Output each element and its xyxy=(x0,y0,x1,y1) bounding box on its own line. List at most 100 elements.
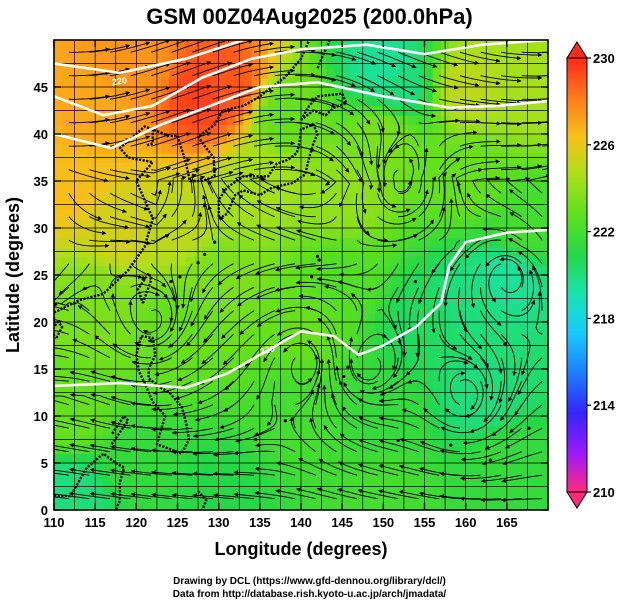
field-cell xyxy=(301,218,310,229)
streamline xyxy=(336,75,376,92)
streamline xyxy=(509,212,543,241)
field-cell xyxy=(54,96,63,107)
island xyxy=(396,438,400,443)
streamline xyxy=(521,51,548,54)
field-cell xyxy=(309,500,319,510)
streamline xyxy=(396,263,420,304)
streamline xyxy=(89,114,131,124)
field-cell xyxy=(218,463,228,473)
field-cell xyxy=(54,265,63,276)
island xyxy=(527,426,531,430)
field-cell xyxy=(449,49,459,60)
field-cell xyxy=(169,275,179,285)
field-cell xyxy=(218,77,228,88)
field-cell xyxy=(333,359,343,370)
field-cell xyxy=(54,303,63,314)
field-cell xyxy=(301,115,310,126)
field-cell xyxy=(383,378,393,389)
field-cell xyxy=(103,416,113,426)
streamline xyxy=(256,357,276,400)
streamline xyxy=(459,159,501,171)
field-cell xyxy=(185,124,195,135)
field-cell xyxy=(95,115,104,126)
field-cell xyxy=(259,134,269,144)
field-cell xyxy=(490,124,500,135)
streamline xyxy=(171,175,187,217)
field-cell xyxy=(333,134,343,144)
field-cell xyxy=(333,444,343,455)
field-cell xyxy=(424,40,434,50)
field-cell xyxy=(432,256,442,267)
field-cell xyxy=(62,218,72,229)
streamline xyxy=(480,287,502,326)
field-cell xyxy=(226,256,236,267)
y-tick-label: 25 xyxy=(34,268,48,283)
field-cell xyxy=(169,237,179,248)
streamline xyxy=(254,490,296,500)
field-cell xyxy=(449,40,459,50)
field-cell xyxy=(432,331,442,342)
field-cell xyxy=(531,77,541,88)
field-cell xyxy=(226,124,236,135)
field-cell xyxy=(506,77,516,88)
field-cell xyxy=(259,209,269,220)
streamline xyxy=(68,94,110,100)
field-cell xyxy=(539,77,548,88)
field-cell xyxy=(342,425,351,436)
field-cell xyxy=(251,124,261,135)
field-cell xyxy=(416,77,426,88)
field-cell xyxy=(177,228,187,238)
field-cell xyxy=(119,275,129,285)
field-cell xyxy=(465,209,475,220)
field-cell xyxy=(128,143,137,154)
field-cell xyxy=(161,228,170,238)
field-cell xyxy=(309,444,319,455)
field-cell xyxy=(243,77,253,88)
streamline xyxy=(130,40,171,53)
field-cell xyxy=(226,162,236,173)
field-cell xyxy=(54,350,63,361)
streamline xyxy=(382,122,400,165)
field-cell xyxy=(177,162,187,173)
streamline xyxy=(438,334,473,360)
field-cell xyxy=(457,275,467,285)
field-cell xyxy=(78,491,88,502)
field-cell xyxy=(243,463,253,473)
streamline xyxy=(130,189,162,206)
streamline xyxy=(214,427,255,442)
streamline xyxy=(377,193,411,213)
field-cell xyxy=(259,416,269,426)
field-cell xyxy=(78,143,88,154)
field-cell xyxy=(119,444,129,455)
field-cell xyxy=(86,359,96,370)
field-cell xyxy=(95,275,104,285)
field-cell xyxy=(375,77,384,88)
field-cell xyxy=(490,350,500,361)
field-cell xyxy=(366,303,376,314)
streamline xyxy=(112,343,152,359)
field-cell xyxy=(177,49,187,60)
field-cell xyxy=(350,68,360,79)
field-cell xyxy=(54,124,63,135)
streamline xyxy=(190,286,214,327)
streamline xyxy=(54,379,69,382)
field-cell xyxy=(259,275,269,285)
field-cell xyxy=(185,68,195,79)
streamline xyxy=(109,111,151,124)
field-cell xyxy=(128,453,137,464)
field-cell xyxy=(202,181,212,191)
field-cell xyxy=(218,322,228,332)
field-cell xyxy=(350,331,360,342)
field-cell xyxy=(424,228,434,238)
streamline xyxy=(289,416,317,453)
streamline xyxy=(254,44,296,53)
field-cell xyxy=(539,322,548,332)
credit-data: Data from http://database.rish.kyoto-u.a… xyxy=(172,589,447,600)
field-cell xyxy=(284,463,294,473)
field-cell xyxy=(161,406,170,417)
colorbar-bar xyxy=(566,57,588,493)
field-cell xyxy=(185,416,195,426)
field-cell xyxy=(119,40,129,50)
field-cell xyxy=(243,416,253,426)
